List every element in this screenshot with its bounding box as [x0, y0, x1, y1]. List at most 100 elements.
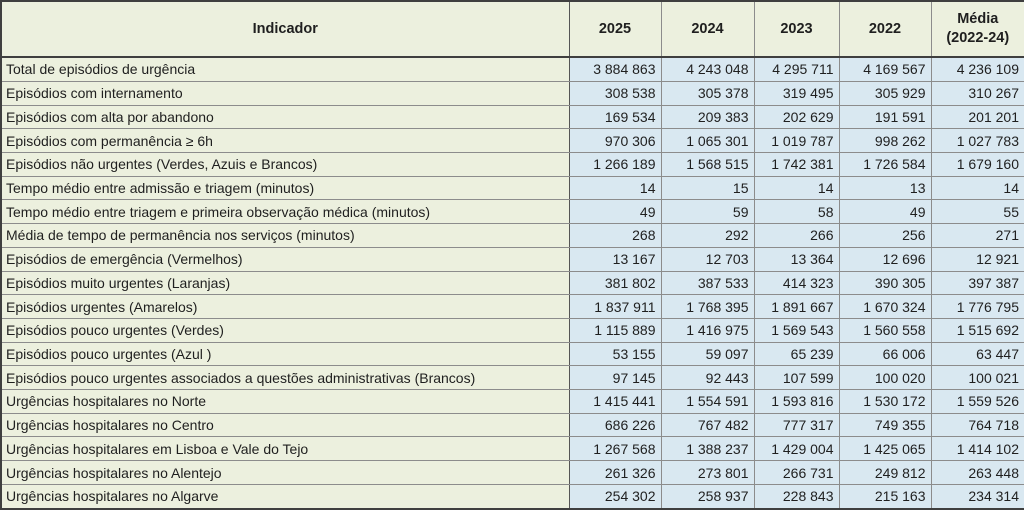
- row-value: 234 314: [930, 483, 1024, 510]
- row-value: 14: [753, 175, 840, 201]
- row-value: 254 302: [568, 483, 662, 510]
- row-value: 273 801: [660, 460, 755, 485]
- row-value: 390 305: [838, 270, 932, 296]
- row-value: 305 378: [660, 80, 755, 106]
- row-value: 308 538: [568, 80, 662, 106]
- row-value: 1 415 441: [568, 389, 662, 414]
- row-value: 1 569 543: [753, 317, 840, 343]
- row-value: 970 306: [568, 128, 662, 154]
- row-value: 92 443: [660, 365, 755, 391]
- table-body: Total de episódios de urgência 3 884 863 4…: [0, 56, 1024, 510]
- row-value: 1 425 065: [838, 436, 932, 462]
- row-value: 1 568 515: [660, 152, 755, 177]
- column-header-2023: 2023: [753, 0, 840, 58]
- table-row: Episódios não urgentes (Verdes, Azuis e …: [0, 152, 1024, 177]
- row-value: 191 591: [838, 104, 932, 130]
- row-label: Urgências hospitalares no Algarve: [0, 483, 570, 510]
- table-row: Episódios urgentes (Amarelos) 1 837 911 1 …: [0, 294, 1024, 319]
- row-value: 58: [753, 199, 840, 225]
- row-value: 201 201: [930, 104, 1024, 130]
- row-value: 49: [838, 199, 932, 225]
- row-value: 1 115 889: [568, 317, 662, 343]
- table-row: Episódios com internamento 308 538 305 378…: [0, 80, 1024, 106]
- row-value: 100 020: [838, 365, 932, 391]
- table-row: Episódios com permanência ≥ 6h 970 306 1 0…: [0, 128, 1024, 154]
- row-label: Episódios com internamento: [0, 80, 570, 106]
- table-row: Urgências hospitalares em Lisboa e Vale …: [0, 436, 1024, 462]
- row-value: 59: [660, 199, 755, 225]
- row-value: 65 239: [753, 341, 840, 367]
- row-value: 1 027 783: [930, 128, 1024, 154]
- row-value: 292: [660, 223, 755, 248]
- row-value: 268: [568, 223, 662, 248]
- row-value: 1 416 975: [660, 317, 755, 343]
- table-row: Tempo médio entre admissão e triagem (mi…: [0, 175, 1024, 201]
- row-value: 767 482: [660, 412, 755, 438]
- table-row: Urgências hospitalares no Norte 1 415 441…: [0, 389, 1024, 414]
- row-value: 13: [838, 175, 932, 201]
- row-value: 749 355: [838, 412, 932, 438]
- row-value: 397 387: [930, 270, 1024, 296]
- row-value: 1 768 395: [660, 294, 755, 319]
- row-value: 249 812: [838, 460, 932, 485]
- row-value: 1 414 102: [930, 436, 1024, 462]
- row-value: 1 530 172: [838, 389, 932, 414]
- table-row: Urgências hospitalares no Algarve 254 302…: [0, 483, 1024, 510]
- row-value: 228 843: [753, 483, 840, 510]
- row-value: 1 670 324: [838, 294, 932, 319]
- row-value: 55: [930, 199, 1024, 225]
- row-value: 1 515 692: [930, 317, 1024, 343]
- row-value: 271: [930, 223, 1024, 248]
- row-label: Tempo médio entre triagem e primeira obs…: [0, 199, 570, 225]
- row-value: 764 718: [930, 412, 1024, 438]
- row-value: 319 495: [753, 80, 840, 106]
- row-value: 266 731: [753, 460, 840, 485]
- row-value: 215 163: [838, 483, 932, 510]
- table-row: Episódios pouco urgentes (Azul ) 53 155 59…: [0, 341, 1024, 367]
- row-value: 13 167: [568, 246, 662, 272]
- row-value: 686 226: [568, 412, 662, 438]
- header-row: Indicador 2025 2024 2023 2022 Média (202…: [0, 0, 1024, 58]
- row-value: 1 267 568: [568, 436, 662, 462]
- row-value: 14: [568, 175, 662, 201]
- row-value: 12 703: [660, 246, 755, 272]
- row-label: Episódios com alta por abandono: [0, 104, 570, 130]
- row-value: 1 019 787: [753, 128, 840, 154]
- row-value: 1 560 558: [838, 317, 932, 343]
- row-value: 53 155: [568, 341, 662, 367]
- row-value: 1 388 237: [660, 436, 755, 462]
- row-value: 387 533: [660, 270, 755, 296]
- table-row: Média de tempo de permanência nos serviç…: [0, 223, 1024, 248]
- column-header-indicador: Indicador: [0, 0, 570, 58]
- row-value: 169 534: [568, 104, 662, 130]
- row-label: Urgências hospitalares em Lisboa e Vale …: [0, 436, 570, 462]
- row-label: Episódios pouco urgentes (Verdes): [0, 317, 570, 343]
- row-value: 4 169 567: [838, 56, 932, 82]
- row-value: 414 323: [753, 270, 840, 296]
- table-row: Episódios muito urgentes (Laranjas) 381 8…: [0, 270, 1024, 296]
- row-value: 4 295 711: [753, 56, 840, 82]
- table-row: Tempo médio entre triagem e primeira obs…: [0, 199, 1024, 225]
- row-value: 59 097: [660, 341, 755, 367]
- row-value: 1 726 584: [838, 152, 932, 177]
- row-value: 305 929: [838, 80, 932, 106]
- row-value: 14: [930, 175, 1024, 201]
- row-value: 1 266 189: [568, 152, 662, 177]
- row-label: Urgências hospitalares no Centro: [0, 412, 570, 438]
- row-value: 12 696: [838, 246, 932, 272]
- row-value: 258 937: [660, 483, 755, 510]
- table-row: Total de episódios de urgência 3 884 863 4…: [0, 56, 1024, 82]
- row-value: 4 236 109: [930, 56, 1024, 82]
- row-value: 209 383: [660, 104, 755, 130]
- row-value: 1 065 301: [660, 128, 755, 154]
- table-row: Urgências hospitalares no Alentejo 261 32…: [0, 460, 1024, 485]
- row-label: Episódios com permanência ≥ 6h: [0, 128, 570, 154]
- column-header-2022: 2022: [838, 0, 932, 58]
- row-label: Episódios não urgentes (Verdes, Azuis e …: [0, 152, 570, 177]
- table-row: Episódios com alta por abandono 169 534 20…: [0, 104, 1024, 130]
- row-value: 1 837 911: [568, 294, 662, 319]
- row-value: 1 554 591: [660, 389, 755, 414]
- row-value: 1 559 526: [930, 389, 1024, 414]
- row-value: 998 262: [838, 128, 932, 154]
